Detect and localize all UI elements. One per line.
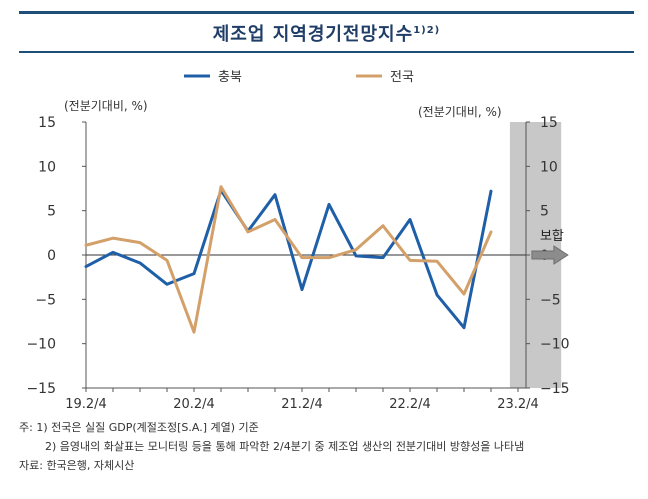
y-tick-label-right: −5 — [540, 292, 561, 308]
x-tick-label: 23.2/4 — [497, 397, 539, 410]
series-line — [84, 188, 493, 330]
legend-label: 충북 — [218, 70, 242, 85]
y-tick-label-left: −5 — [35, 292, 56, 308]
chart-title-text: 제조업 지역경기전망지수 — [212, 24, 414, 45]
x-tick-label: 22.2/4 — [389, 397, 431, 410]
y-tick-label-left: −15 — [26, 381, 56, 397]
x-tick-label: 19.2/4 — [65, 397, 107, 410]
y-axis-unit-left: (전분기대비, %) — [64, 99, 148, 113]
y-tick-label-right: 15 — [540, 115, 558, 131]
y-tick-label-right: 10 — [540, 159, 558, 175]
y-tick-label-right: −15 — [540, 381, 570, 397]
footnotes: 주: 1) 전국은 실질 GDP(계절조정[S.A.] 계열) 기준 2) 음영… — [19, 418, 639, 475]
line-chart: 151510105500−5−5−10−10−15−15(전분기대비, %)(전… — [26, 70, 570, 410]
x-tick-label: 21.2/4 — [281, 397, 323, 410]
y-tick-label-right: −10 — [540, 337, 570, 353]
chart-title-footnote-mark: 1)2) — [413, 25, 441, 36]
y-tick-label-left: −10 — [26, 337, 56, 353]
footnote-2: 2) 음영내의 화살표는 모니터링 등을 통해 파악한 2/4분기 중 제조업 … — [45, 440, 525, 453]
y-tick-label-left: 15 — [38, 115, 56, 131]
legend-label: 전국 — [390, 70, 414, 85]
title-banner: 제조업 지역경기전망지수1)2) — [19, 11, 634, 55]
y-tick-label-left: 0 — [47, 248, 56, 264]
y-axis-unit-right: (전분기대비, %) — [418, 105, 502, 119]
footnote-1: 주: 1) 전국은 실질 GDP(계절조정[S.A.] 계열) 기준 — [19, 421, 259, 434]
title-rule-bottom — [19, 51, 634, 53]
y-tick-label-right: 5 — [540, 204, 549, 220]
y-tick-label-left: 5 — [47, 204, 56, 220]
title-rule-top — [19, 11, 634, 14]
forecast-arrow-icon — [531, 245, 569, 265]
x-tick-label: 20.2/4 — [173, 397, 215, 410]
forecast-arrow-label: 보합 — [540, 229, 564, 244]
source-note: 자료: 한국은행, 자체시산 — [19, 459, 135, 472]
y-tick-label-left: 10 — [38, 159, 56, 175]
chart-title: 제조업 지역경기전망지수1)2) — [19, 20, 634, 46]
series-line — [84, 185, 493, 334]
